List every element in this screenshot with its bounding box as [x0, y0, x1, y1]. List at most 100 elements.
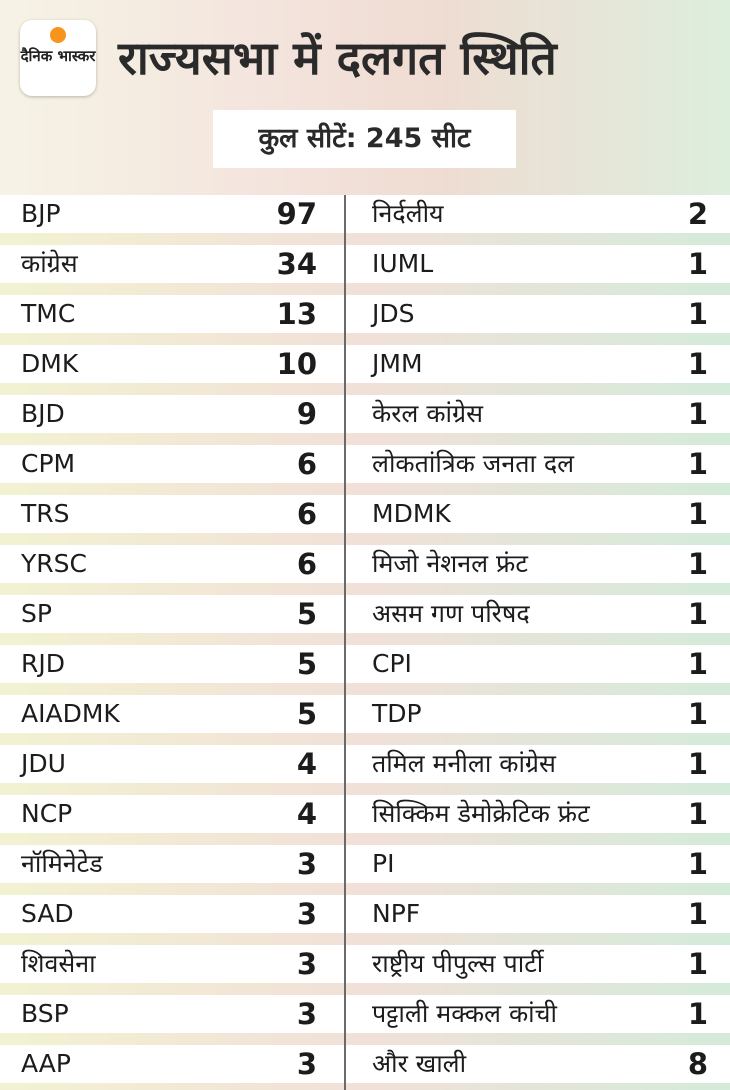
party-seat-table: BJP 97 निर्दलीय 2 कांग्रेस 34 IUML 1 TMC 13 JDS 1 DM…: [0, 195, 730, 1090]
right-seat-count: 1: [687, 397, 708, 431]
right-party-name: NPF: [372, 899, 421, 928]
right-party-name: PI: [372, 849, 395, 878]
row-background: [0, 745, 730, 783]
right-seat-count: 1: [687, 247, 708, 281]
row-background: [0, 945, 730, 983]
left-party-name: RJD: [21, 649, 65, 678]
table-row: कांग्रेस 34 IUML 1: [0, 245, 730, 295]
left-party-name: SAD: [21, 899, 74, 928]
left-party-name: TMC: [21, 299, 76, 328]
right-party-name: लोकतांत्रिक जनता दल: [372, 449, 575, 478]
row-background: [0, 595, 730, 633]
right-party-name: TDP: [372, 699, 422, 728]
row-background: [0, 795, 730, 833]
left-party-name: BJD: [21, 399, 65, 428]
table-row: CPM 6 लोकतांत्रिक जनता दल 1: [0, 445, 730, 495]
table-row: नॉमिनेटेड 3 PI 1: [0, 845, 730, 895]
row-separator-stripe: [0, 283, 730, 295]
table-row: BJD 9 केरल कांग्रेस 1: [0, 395, 730, 445]
row-separator-stripe: [0, 983, 730, 995]
right-seat-count: 1: [687, 547, 708, 581]
row-separator-stripe: [0, 333, 730, 345]
right-seat-count: 1: [687, 847, 708, 881]
left-party-name: कांग्रेस: [21, 249, 78, 278]
left-party-name: DMK: [21, 349, 79, 378]
row-background: [0, 1045, 730, 1083]
right-party-name: JDS: [372, 299, 415, 328]
table-row: BSP 3 पट्टाली मक्कल कांची 1: [0, 995, 730, 1045]
left-party-name: NCP: [21, 799, 73, 828]
row-background: [0, 395, 730, 433]
right-party-name: केरल कांग्रेस: [372, 399, 483, 428]
total-seats-banner: कुल सीटें: 245 सीट: [213, 110, 516, 168]
right-seat-count: 1: [687, 347, 708, 381]
right-party-name: निर्दलीय: [372, 199, 444, 228]
left-party-name: TRS: [21, 499, 70, 528]
left-seat-count: 6: [296, 547, 317, 581]
table-row: NCP 4 सिक्किम डेमोक्रेटिक फ्रंट 1: [0, 795, 730, 845]
left-party-name: BSP: [21, 999, 69, 1028]
left-seat-count: 4: [296, 747, 317, 781]
left-seat-count: 34: [276, 247, 317, 281]
right-party-name: MDMK: [372, 499, 451, 528]
row-separator-stripe: [0, 483, 730, 495]
sun-icon: [50, 27, 66, 43]
left-party-name: AIADMK: [21, 699, 120, 728]
left-party-name: YRSC: [21, 549, 87, 578]
right-seat-count: 1: [687, 447, 708, 481]
row-separator-stripe: [0, 583, 730, 595]
right-seat-count: 1: [687, 647, 708, 681]
right-party-name: पट्टाली मक्कल कांची: [372, 999, 557, 1028]
row-background: [0, 545, 730, 583]
left-seat-count: 5: [296, 647, 317, 681]
right-seat-count: 1: [687, 897, 708, 931]
right-seat-count: 1: [687, 597, 708, 631]
right-seat-count: 1: [687, 797, 708, 831]
left-party-name: BJP: [21, 199, 61, 228]
right-seat-count: 1: [687, 997, 708, 1031]
row-background: [0, 895, 730, 933]
row-background: [0, 645, 730, 683]
row-separator-stripe: [0, 633, 730, 645]
table-row: JDU 4 तमिल मनीला कांग्रेस 1: [0, 745, 730, 795]
table-row: TRS 6 MDMK 1: [0, 495, 730, 545]
right-seat-count: 1: [687, 297, 708, 331]
row-background: [0, 495, 730, 533]
left-seat-count: 97: [276, 197, 317, 231]
row-background: [0, 245, 730, 283]
right-seat-count: 1: [687, 947, 708, 981]
left-seat-count: 3: [296, 947, 317, 981]
row-separator-stripe: [0, 1033, 730, 1045]
row-separator-stripe: [0, 233, 730, 245]
left-seat-count: 3: [296, 997, 317, 1031]
left-party-name: CPM: [21, 449, 76, 478]
row-separator-stripe: [0, 683, 730, 695]
dainik-bhaskar-logo: दैनिक भास्कर: [20, 20, 96, 96]
row-separator-stripe: [0, 433, 730, 445]
left-seat-count: 3: [296, 897, 317, 931]
left-party-name: शिवसेना: [21, 949, 96, 978]
table-row: TMC 13 JDS 1: [0, 295, 730, 345]
table-row: RJD 5 CPI 1: [0, 645, 730, 695]
row-background: [0, 845, 730, 883]
left-seat-count: 10: [276, 347, 317, 381]
right-party-name: राष्ट्रीय पीपुल्स पार्टी: [372, 949, 544, 978]
left-seat-count: 9: [296, 397, 317, 431]
column-divider: [344, 195, 346, 1090]
row-background: [0, 195, 730, 233]
right-party-name: मिजो नेशनल फ्रंट: [372, 549, 528, 578]
row-separator-stripe: [0, 783, 730, 795]
row-background: [0, 445, 730, 483]
row-background: [0, 995, 730, 1033]
right-party-name: CPI: [372, 649, 412, 678]
left-seat-count: 3: [296, 1047, 317, 1081]
page-title: राज्यसभा में दलगत स्थिति: [118, 31, 557, 85]
left-seat-count: 5: [296, 597, 317, 631]
table-row: SAD 3 NPF 1: [0, 895, 730, 945]
row-background: [0, 695, 730, 733]
table-row: AAP 3 और खाली 8: [0, 1045, 730, 1090]
left-seat-count: 6: [296, 447, 317, 481]
table-row: YRSC 6 मिजो नेशनल फ्रंट 1: [0, 545, 730, 595]
table-row: SP 5 असम गण परिषद 1: [0, 595, 730, 645]
right-party-name: सिक्किम डेमोक्रेटिक फ्रंट: [372, 799, 590, 828]
